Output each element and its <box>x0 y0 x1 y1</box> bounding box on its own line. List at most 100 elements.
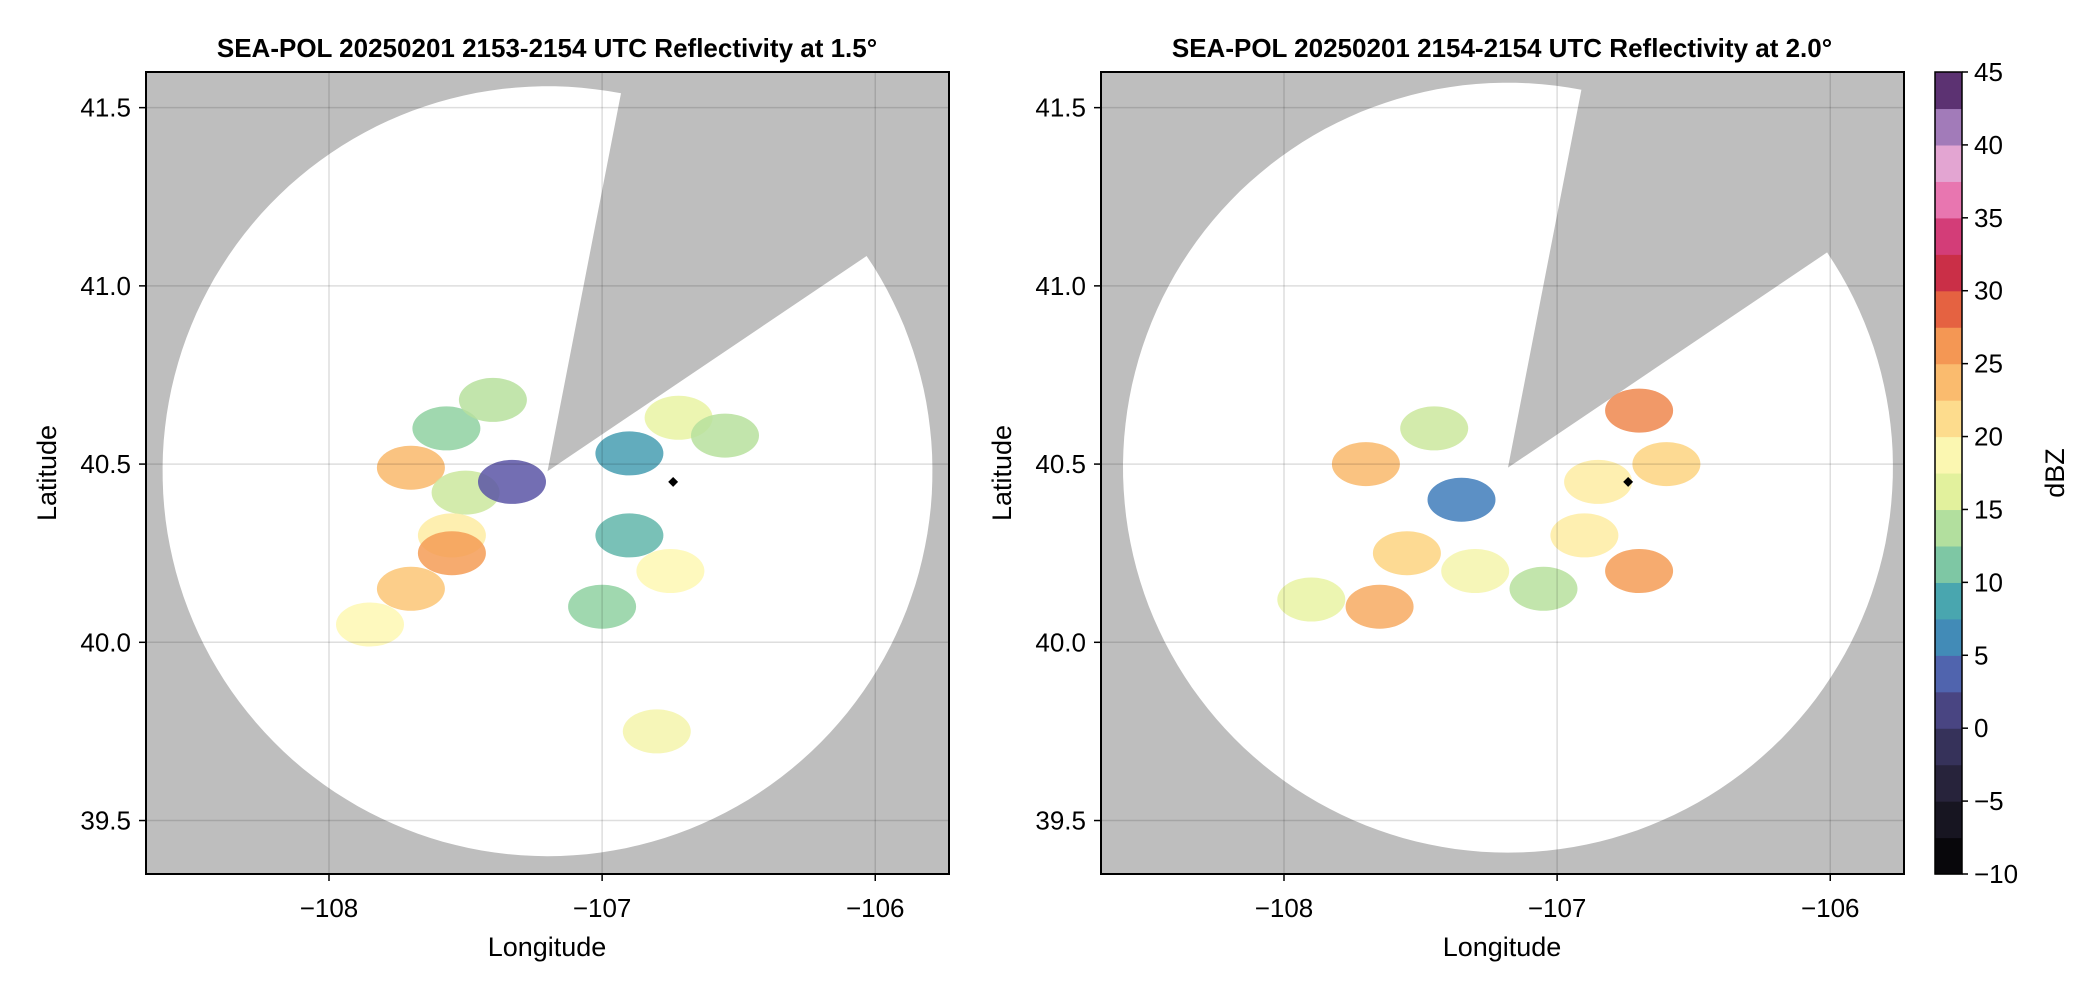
echo-cell <box>1400 406 1469 451</box>
axes-frame <box>145 71 950 875</box>
y-axis-label: Latitude <box>987 425 1017 521</box>
colorbar-tick-label: 35 <box>1974 203 2003 233</box>
echo-cell <box>1277 577 1346 622</box>
reflectivity-echoes <box>1277 388 1701 629</box>
y-tick-label: 40.5 <box>80 449 131 479</box>
gridlines <box>1101 72 1904 874</box>
colorbar-tick-label: −5 <box>1974 786 2004 816</box>
x-tick-label: −108 <box>1255 893 1314 923</box>
echo-cell <box>412 406 481 451</box>
axes-frame <box>1100 71 1905 875</box>
echo-cell <box>376 445 445 490</box>
echo-cell <box>1372 531 1441 576</box>
radar-coverage-area <box>162 86 933 857</box>
colorbar-tick-label: 45 <box>1974 57 2003 87</box>
x-tick-label: −106 <box>1801 893 1860 923</box>
echo-cell <box>622 709 691 754</box>
colorbar-tick-label: 30 <box>1974 276 2003 306</box>
colorbar-band <box>1935 290 1962 328</box>
echo-cell <box>1605 388 1674 433</box>
echo-cell <box>1550 513 1619 558</box>
y-tick-label: 41.0 <box>80 271 131 301</box>
reflectivity-echoes <box>336 377 759 754</box>
x-ticks: −108 −107 −106 <box>300 874 905 923</box>
colorbar-band <box>1935 582 1962 620</box>
colorbar-band <box>1935 801 1962 839</box>
echo-cell <box>417 531 486 576</box>
colorbar-tick-label: 5 <box>1974 640 1988 670</box>
colorbar-band <box>1935 72 1962 110</box>
echo-cell <box>636 549 705 593</box>
x-axis-label: Longitude <box>1443 932 1562 962</box>
x-ticks: −108 −107 −106 <box>1255 874 1860 923</box>
echo-cell <box>595 431 664 476</box>
echo-cell <box>336 602 404 647</box>
colorbar-band <box>1935 144 1962 182</box>
echo-cell <box>458 377 527 422</box>
panel-title: SEA-POL 20250201 2154-2154 UTC Reflectiv… <box>1172 33 1832 63</box>
colorbar-band <box>1935 473 1962 511</box>
y-tick-label: 39.5 <box>80 806 131 836</box>
y-tick-label: 41.5 <box>80 93 131 123</box>
echo-cell <box>1632 442 1701 487</box>
colorbar-band <box>1935 217 1962 255</box>
y-tick-label: 41.0 <box>1035 271 1086 301</box>
y-tick-label: 40.5 <box>1035 449 1086 479</box>
colorbar-band <box>1935 254 1962 292</box>
colorbar-tick-label: 25 <box>1974 349 2003 379</box>
echo-cell <box>1441 549 1510 593</box>
colorbar-band <box>1935 108 1962 146</box>
x-tick-label: −107 <box>1528 893 1587 923</box>
x-axis-label: Longitude <box>488 932 607 962</box>
echo-cell <box>568 584 637 629</box>
colorbar-band <box>1935 764 1962 802</box>
reflectivity-panel-1p5: SEA-POL 20250201 2153-2154 UTC Reflectiv… <box>32 33 950 962</box>
y-tick-label: 39.5 <box>1035 806 1086 836</box>
radar-coverage-area <box>1123 82 1893 853</box>
y-ticks: 39.5 40.0 40.5 41.0 41.5 <box>1035 93 1101 836</box>
colorbar-band <box>1935 691 1962 729</box>
y-ticks: 39.5 40.0 40.5 41.0 41.5 <box>80 93 146 836</box>
echo-cell <box>1345 584 1414 629</box>
colorbar-band <box>1935 618 1962 656</box>
colorbar-tick-label: 15 <box>1974 494 2003 524</box>
echo-cell <box>478 459 546 504</box>
y-tick-label: 40.0 <box>80 627 131 657</box>
colorbar-bands <box>1935 72 1962 875</box>
panel-title: SEA-POL 20250201 2153-2154 UTC Reflectiv… <box>217 33 877 63</box>
echo-cell <box>595 513 664 558</box>
gridlines <box>146 72 949 874</box>
echo-cell <box>1605 549 1674 593</box>
y-axis-label: Latitude <box>32 425 62 521</box>
colorbar-label: dBZ <box>2040 448 2070 498</box>
colorbar-band <box>1935 545 1962 583</box>
colorbar-ticks: −10 −5 0 5 10 15 20 25 30 35 40 45 <box>1962 57 2018 889</box>
colorbar-band <box>1935 436 1962 474</box>
colorbar-band <box>1935 509 1962 547</box>
colorbar-tick-label: 40 <box>1974 130 2003 160</box>
echo-cell <box>1509 566 1578 611</box>
y-tick-label: 41.5 <box>1035 93 1086 123</box>
colorbar-tick-label: 0 <box>1974 713 1988 743</box>
echo-cell <box>1331 442 1400 487</box>
reflectivity-panel-2p0: SEA-POL 20250201 2154-2154 UTC Reflectiv… <box>987 33 1905 962</box>
colorbar-band <box>1935 837 1962 875</box>
site-marker <box>1623 476 1634 487</box>
echo-cell <box>1564 459 1633 504</box>
colorbar-tick-label: 10 <box>1974 567 2003 597</box>
colorbar-band <box>1935 655 1962 693</box>
colorbar-tick-label: −10 <box>1974 859 2018 889</box>
colorbar-frame <box>1934 71 1963 875</box>
echo-cell <box>691 413 759 458</box>
x-tick-label: −108 <box>300 893 359 923</box>
echo-cell <box>376 566 445 611</box>
colorbar-band <box>1935 400 1962 438</box>
x-tick-label: −106 <box>846 893 905 923</box>
colorbar-band <box>1935 327 1962 365</box>
site-marker <box>668 476 679 487</box>
colorbar-band <box>1935 363 1962 401</box>
colorbar-band <box>1935 181 1962 219</box>
colorbar-tick-label: 20 <box>1974 422 2003 452</box>
x-tick-label: −107 <box>573 893 632 923</box>
